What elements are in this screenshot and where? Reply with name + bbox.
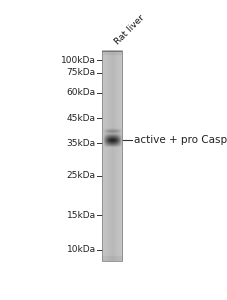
Text: 100kDa: 100kDa: [61, 56, 95, 65]
Text: active + pro Caspase-3: active + pro Caspase-3: [133, 135, 227, 145]
Text: 60kDa: 60kDa: [66, 88, 95, 97]
Text: 15kDa: 15kDa: [66, 211, 95, 220]
Bar: [101, 51, 122, 261]
Text: 45kDa: 45kDa: [66, 113, 95, 122]
Text: 75kDa: 75kDa: [66, 68, 95, 77]
Text: 10kDa: 10kDa: [66, 245, 95, 254]
Text: Rat liver: Rat liver: [113, 13, 146, 46]
Text: 35kDa: 35kDa: [66, 139, 95, 148]
Bar: [101, 51, 122, 52]
Text: 25kDa: 25kDa: [66, 171, 95, 180]
